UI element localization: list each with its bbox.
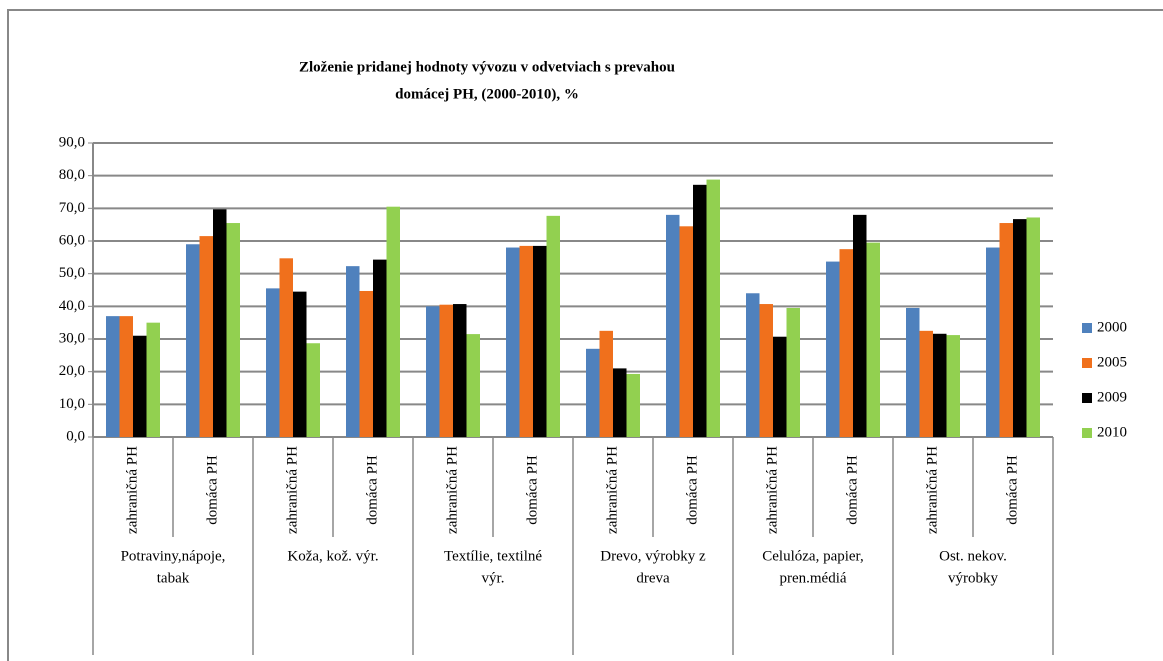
- group-label: Ost. nekov.: [939, 548, 1007, 564]
- legend-swatch: [1082, 323, 1092, 333]
- legend-label: 2010: [1097, 424, 1127, 440]
- y-tick-label: 80,0: [59, 167, 85, 183]
- y-tick-label: 70,0: [59, 200, 85, 216]
- x-tick-label: zahraničná PH: [444, 446, 460, 534]
- bar: [133, 335, 147, 437]
- legend-swatch: [1082, 393, 1092, 403]
- chart-title: domácej PH, (2000-2010), %: [395, 86, 579, 102]
- x-tick-label: zahraničná PH: [604, 446, 620, 534]
- bar: [213, 209, 227, 437]
- bar: [346, 266, 360, 437]
- group-label: dreva: [636, 570, 670, 586]
- bar: [146, 322, 160, 437]
- bar: [266, 288, 280, 437]
- bar: [533, 245, 547, 437]
- group-label: Celulóza, papier,: [762, 548, 863, 564]
- y-tick-label: 20,0: [59, 363, 85, 379]
- bar: [999, 223, 1013, 437]
- bar: [293, 291, 307, 437]
- bar: [693, 184, 707, 437]
- bar: [919, 330, 933, 437]
- bar: [613, 368, 627, 437]
- y-tick-label: 40,0: [59, 298, 85, 314]
- bar: [226, 223, 240, 437]
- bar: [386, 206, 400, 437]
- y-tick-label: 0,0: [66, 428, 85, 444]
- bar: [186, 244, 200, 437]
- x-tick-label: domáca PH: [844, 455, 860, 525]
- group-label: Koža, kož. výr.: [287, 548, 378, 564]
- y-tick-label: 30,0: [59, 330, 85, 346]
- bar: [439, 304, 453, 437]
- bar: [199, 236, 213, 437]
- bar: [453, 304, 467, 437]
- chart-title: Zloženie pridanej hodnoty vývozu v odvet…: [299, 59, 675, 75]
- y-tick-label: 10,0: [59, 396, 85, 412]
- y-tick-label: 60,0: [59, 232, 85, 248]
- bar: [586, 348, 600, 437]
- bar: [853, 214, 867, 437]
- bar: [866, 242, 880, 437]
- bar: [933, 333, 947, 437]
- bar: [746, 293, 760, 437]
- legend-swatch: [1082, 358, 1092, 368]
- bar: [426, 306, 440, 437]
- bar: [546, 215, 560, 437]
- x-tick-label: domáca PH: [684, 455, 700, 525]
- group-label: Textílie, textilné: [444, 548, 542, 564]
- bar: [759, 304, 773, 437]
- bar: [306, 343, 320, 437]
- bar: [599, 330, 613, 437]
- bar: [506, 247, 520, 437]
- bar: [279, 258, 293, 437]
- legend-label: 2009: [1097, 389, 1127, 405]
- bar: [359, 290, 373, 437]
- bar: [773, 336, 787, 437]
- bar: [666, 214, 680, 437]
- x-tick-label: zahraničná PH: [924, 446, 940, 534]
- bar: [786, 307, 800, 437]
- bar: [519, 245, 533, 437]
- bar: [906, 307, 920, 437]
- bar: [119, 316, 133, 437]
- bar: [106, 316, 120, 437]
- y-tick-label: 90,0: [59, 134, 85, 150]
- bar: [1013, 219, 1027, 437]
- legend-label: 2000: [1097, 319, 1127, 335]
- x-tick-label: zahraničná PH: [764, 446, 780, 534]
- bar: [706, 179, 720, 437]
- group-label: pren.médiá: [779, 570, 846, 586]
- x-tick-label: domáca PH: [524, 455, 540, 525]
- y-tick-label: 50,0: [59, 265, 85, 281]
- bar: [826, 261, 840, 437]
- x-tick-label: domáca PH: [204, 455, 220, 525]
- x-tick-label: domáca PH: [364, 455, 380, 525]
- bar: [679, 226, 693, 437]
- bar: [839, 249, 853, 437]
- group-label: výr.: [482, 570, 505, 586]
- bar: [986, 247, 1000, 437]
- x-tick-label: zahraničná PH: [124, 446, 140, 534]
- legend-label: 2005: [1097, 354, 1127, 370]
- bar: [946, 335, 960, 437]
- group-label: výrobky: [948, 570, 998, 586]
- group-label: Drevo, výrobky z: [600, 548, 706, 564]
- x-tick-label: domáca PH: [1004, 455, 1020, 525]
- legend-swatch: [1082, 428, 1092, 438]
- bar: [626, 373, 640, 437]
- bar: [1026, 217, 1040, 437]
- x-tick-label: zahraničná PH: [284, 446, 300, 534]
- group-label: tabak: [157, 570, 190, 586]
- group-label: Potraviny,nápoje,: [121, 548, 226, 564]
- bar: [373, 259, 387, 437]
- bar: [466, 334, 480, 437]
